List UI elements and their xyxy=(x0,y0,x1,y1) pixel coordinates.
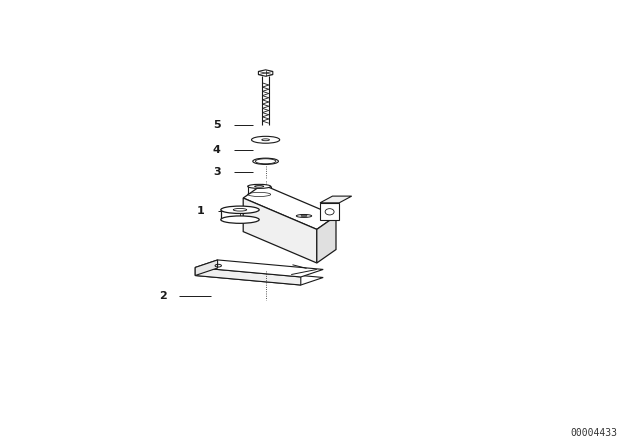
Text: 2: 2 xyxy=(159,291,166,301)
Text: 4: 4 xyxy=(213,145,221,155)
Polygon shape xyxy=(195,260,323,277)
Text: 5: 5 xyxy=(213,121,221,130)
Text: 00004433: 00004433 xyxy=(571,428,618,438)
Ellipse shape xyxy=(253,158,278,164)
Polygon shape xyxy=(317,216,336,263)
Polygon shape xyxy=(195,260,218,276)
Ellipse shape xyxy=(296,215,312,217)
Text: 3: 3 xyxy=(213,168,221,177)
Polygon shape xyxy=(243,198,317,263)
Ellipse shape xyxy=(301,215,307,216)
Polygon shape xyxy=(259,70,273,76)
Polygon shape xyxy=(243,185,336,229)
Polygon shape xyxy=(320,196,352,203)
Ellipse shape xyxy=(252,136,280,143)
Text: 1: 1 xyxy=(197,206,205,215)
Ellipse shape xyxy=(255,185,264,187)
Polygon shape xyxy=(195,267,301,285)
Ellipse shape xyxy=(221,206,259,214)
Polygon shape xyxy=(320,203,339,220)
Polygon shape xyxy=(195,268,323,285)
Ellipse shape xyxy=(234,208,247,211)
Ellipse shape xyxy=(248,184,271,189)
Ellipse shape xyxy=(221,216,259,224)
